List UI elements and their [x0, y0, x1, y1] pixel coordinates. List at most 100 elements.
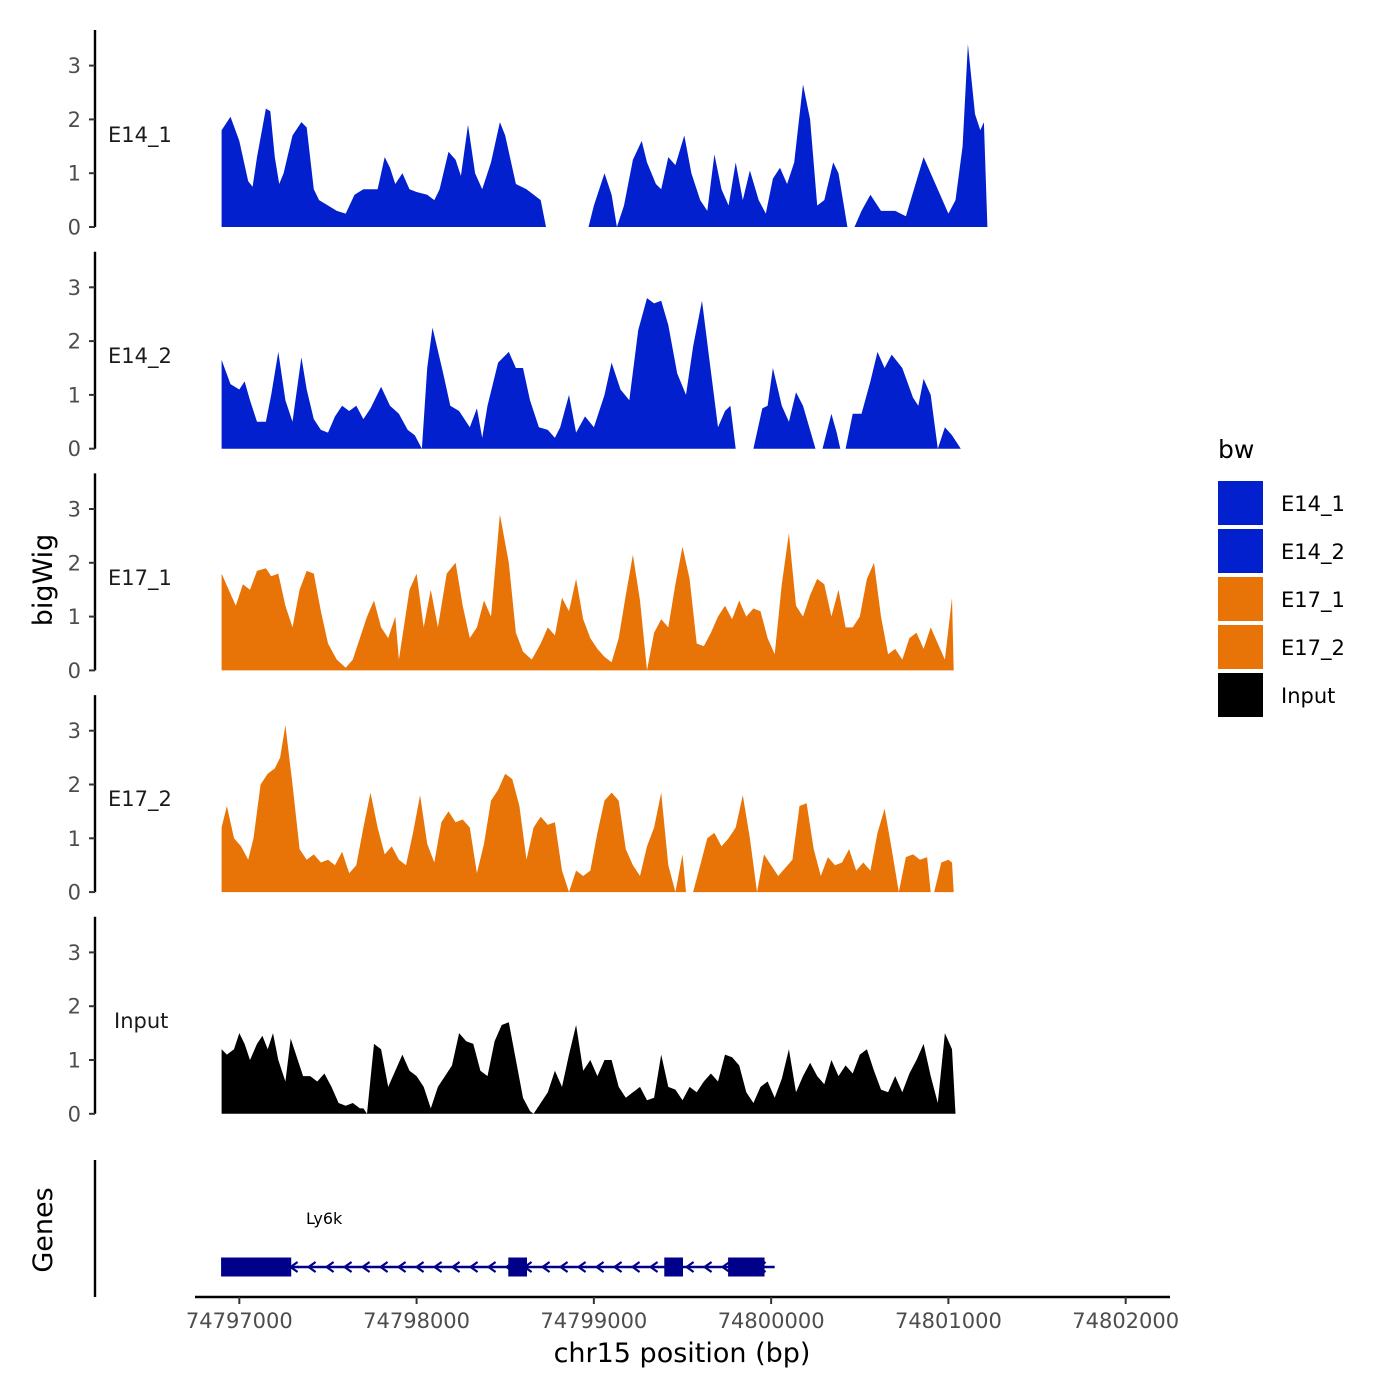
x-tick-label: 74800000: [718, 1309, 825, 1333]
strand-chevron: [360, 1261, 371, 1273]
legend-label: E17_1: [1281, 588, 1345, 613]
y-tick-label: 0: [68, 216, 81, 240]
track-e14-1: 0 1 2 3: [68, 30, 988, 240]
area-e14-2b: [753, 368, 816, 449]
strand-chevron: [594, 1261, 605, 1273]
x-tick-label: 74799000: [540, 1309, 647, 1333]
x-tick-label: 74801000: [895, 1309, 1002, 1333]
area-e14-2: [221, 298, 736, 449]
track-e14-2: 0 1 2 3: [68, 251, 961, 461]
track-label-e14-1: E14_1: [108, 123, 172, 148]
y-tick-label: 0: [68, 1102, 81, 1126]
strand-chevron: [558, 1261, 569, 1273]
strand-chevron: [414, 1261, 425, 1273]
y-tick-label: 3: [68, 54, 81, 78]
gene-exon: [728, 1257, 765, 1277]
legend: bw E14_1 E14_2 E17_1 E17_2 Input: [1218, 435, 1345, 717]
y-tick-label: 2: [68, 773, 81, 797]
y-tick-label: 1: [68, 605, 81, 629]
legend-swatch: [1218, 529, 1263, 573]
track-label-e17-1: E17_1: [108, 566, 172, 591]
y-tick-label: 2: [68, 995, 81, 1019]
y-tick-label: 2: [68, 551, 81, 575]
strand-chevron: [702, 1261, 713, 1273]
strand-chevron: [450, 1261, 461, 1273]
strand-chevron: [324, 1261, 335, 1273]
y-tick-label: 0: [68, 659, 81, 683]
legend-entry-input: Input: [1218, 673, 1335, 717]
area-e14-2d: [845, 351, 961, 449]
legend-label: E14_1: [1281, 492, 1345, 517]
strand-chevron: [630, 1261, 641, 1273]
strand-chevron: [468, 1261, 479, 1273]
gene-exon: [221, 1257, 292, 1277]
strand-chevron: [306, 1261, 317, 1273]
area-e17-2c: [934, 859, 954, 893]
strand-chevron: [576, 1261, 587, 1273]
strand-chevron: [540, 1261, 551, 1273]
area-input: [221, 1022, 956, 1114]
gene-ly6k: Ly6k: [221, 1209, 775, 1277]
strand-chevron: [612, 1261, 623, 1273]
x-tick-label: 74797000: [186, 1309, 293, 1333]
legend-entry-e17-1: E17_1: [1218, 577, 1345, 621]
area-e14-1b: [588, 84, 848, 228]
legend-label: E14_2: [1281, 540, 1345, 565]
gene-exon: [508, 1257, 528, 1277]
gene-track: Ly6k: [93, 1160, 775, 1297]
gene-exon: [664, 1257, 683, 1277]
strand-chevron: [684, 1261, 695, 1273]
strand-chevron: [342, 1261, 353, 1273]
genes-axis-title: Genes: [28, 1187, 59, 1272]
legend-label: E17_2: [1281, 636, 1345, 661]
area-e17-2b: [693, 795, 931, 893]
x-tick-label: 74798000: [363, 1309, 470, 1333]
area-e14-2c: [822, 413, 841, 449]
y-tick-label: 1: [68, 162, 81, 186]
area-e17-1: [221, 514, 954, 671]
legend-title: bw: [1218, 435, 1254, 464]
strand-chevron: [648, 1261, 659, 1273]
y-tick-label: 3: [68, 941, 81, 965]
legend-label: Input: [1281, 684, 1335, 708]
y-tick-label: 0: [68, 881, 81, 905]
track-labels: E14_1 E14_2 E17_1 E17_2 Input: [108, 123, 172, 1033]
track-label-e17-2: E17_2: [108, 787, 172, 812]
strand-chevron: [432, 1261, 443, 1273]
legend-entry-e14-1: E14_1: [1218, 481, 1345, 525]
strand-chevron: [486, 1261, 497, 1273]
y-tick-label: 3: [68, 719, 81, 743]
x-tick-label: 74802000: [1072, 1309, 1179, 1333]
area-e14-1c: [854, 44, 988, 227]
x-axis: 74797000 74798000 74799000 74800000 74801000…: [186, 1295, 1179, 1333]
strand-chevron: [396, 1261, 407, 1273]
y-tick-label: 1: [68, 383, 81, 407]
area-e14-1: [221, 108, 546, 227]
legend-entry-e14-2: E14_2: [1218, 529, 1345, 573]
coverage-tracks: 0 1 2 3 0 1 2 3 0 1 2 3 0 1 2 3 0 1 2 3: [68, 30, 988, 1126]
track-label-e14-2: E14_2: [108, 344, 172, 369]
legend-swatch: [1218, 481, 1263, 525]
legend-swatch: [1218, 577, 1263, 621]
area-e17-2: [221, 725, 686, 893]
y-tick-label: 1: [68, 827, 81, 851]
y-tick-label: 2: [68, 330, 81, 354]
strand-chevron: [720, 1261, 731, 1273]
legend-swatch: [1218, 625, 1263, 669]
gene-name-label: Ly6k: [306, 1209, 343, 1228]
x-axis-title: chr15 position (bp): [554, 1338, 811, 1369]
legend-swatch: [1218, 673, 1263, 717]
track-input: 0 1 2 3: [68, 916, 956, 1126]
y-tick-label: 2: [68, 108, 81, 132]
y-tick-label: 3: [68, 276, 81, 300]
track-e17-2: 0 1 2 3: [68, 695, 954, 905]
track-label-input: Input: [114, 1009, 168, 1033]
y-tick-label: 3: [68, 498, 81, 522]
y-axis-title: bigWig: [28, 534, 59, 627]
strand-chevron: [378, 1261, 389, 1273]
track-e17-1: 0 1 2 3: [68, 473, 954, 683]
y-tick-label: 1: [68, 1049, 81, 1073]
y-tick-label: 0: [68, 437, 81, 461]
legend-entry-e17-2: E17_2: [1218, 625, 1345, 669]
